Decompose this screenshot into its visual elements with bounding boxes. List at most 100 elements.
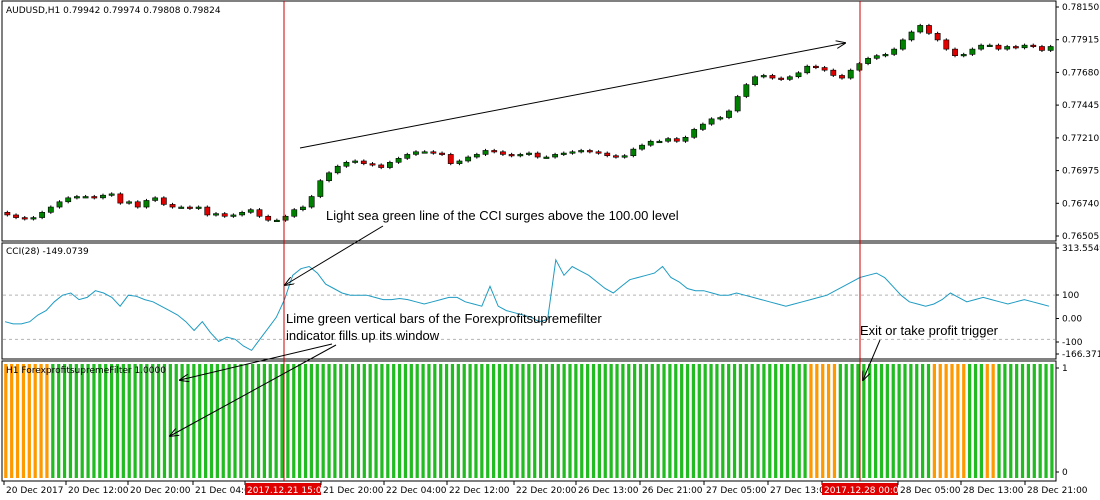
filter-bar [280, 364, 284, 478]
filter-bar [685, 364, 690, 478]
candle [621, 154, 628, 159]
filter-bar [580, 364, 584, 478]
filter-bar [397, 364, 402, 478]
filter-bar [233, 364, 237, 478]
filter-bar [873, 364, 878, 478]
filter-bar [662, 364, 666, 478]
annotation-filter-arrow-1 [180, 343, 333, 380]
candle [1030, 43, 1037, 49]
candle [526, 151, 532, 156]
filter-bar [750, 364, 754, 478]
candle [4, 210, 11, 217]
filter-bar [362, 364, 366, 478]
candle [265, 214, 272, 222]
filter-bar [568, 364, 572, 478]
candle [386, 160, 393, 170]
candle [630, 147, 637, 158]
candle [152, 196, 159, 203]
candle [108, 192, 115, 197]
filter-bar [315, 364, 319, 478]
candle [439, 151, 445, 156]
candle [91, 194, 98, 200]
filter-bar [145, 364, 149, 478]
filter-bar [674, 364, 678, 478]
filter-bar [821, 364, 825, 478]
candle [360, 159, 367, 166]
filter-bar [10, 364, 14, 478]
candle [665, 137, 672, 143]
filter-bar [774, 364, 778, 478]
filter-bar [221, 364, 225, 478]
filter-bar [879, 364, 884, 478]
candle [21, 215, 28, 221]
filter-bar [92, 364, 96, 478]
filter-bar [115, 364, 120, 478]
time-marker-label: 2017.12.28 00:00 [824, 486, 905, 496]
filter-bar [950, 364, 954, 478]
filter-bar [127, 364, 131, 478]
candle [995, 43, 1002, 51]
filter-bar [486, 364, 490, 478]
filter-bar [215, 364, 219, 478]
time-axis-tick: 20 Dec 12:00 [68, 486, 129, 496]
filter-bar [586, 364, 590, 478]
candle [82, 194, 89, 199]
filter-bar [709, 364, 713, 478]
annotation-cci-arrow [285, 225, 384, 285]
candle [873, 54, 880, 60]
candle [656, 139, 663, 144]
candle [291, 208, 298, 218]
filter-bar [926, 364, 931, 478]
candle [847, 68, 854, 80]
candle [552, 152, 558, 159]
price-axis-tick: 0.77445 [1062, 101, 1099, 111]
filter-bar [374, 364, 378, 478]
candle [500, 150, 506, 156]
filter-panel-header: H1 ForexprofitsupremeFilter 1.0000 [6, 366, 166, 376]
filter-bar [415, 364, 419, 478]
candle [178, 205, 185, 209]
filter-bar [15, 364, 20, 478]
candle [569, 150, 576, 155]
filter-bar [550, 364, 554, 478]
price-axis-tick: 0.77680 [1062, 68, 1099, 78]
candle [213, 212, 219, 217]
candle [308, 194, 315, 209]
filter-bar [1038, 364, 1042, 478]
candle [134, 200, 141, 209]
filter-bar [856, 364, 860, 478]
candle [508, 152, 515, 158]
filter-bar [192, 364, 196, 478]
candle [204, 205, 211, 217]
filter-bar [638, 364, 643, 478]
candle [169, 202, 176, 209]
filter-bar [779, 364, 784, 478]
filter-bar [427, 364, 431, 478]
candle [769, 73, 776, 80]
candle [1039, 44, 1045, 53]
filter-bar [239, 364, 243, 478]
filter-bar [991, 364, 995, 478]
candle [682, 135, 689, 143]
filter-bar [627, 364, 631, 478]
candle [465, 155, 472, 163]
candle [143, 198, 150, 209]
candle [560, 151, 567, 156]
candle [421, 150, 428, 154]
filter-bar [380, 364, 384, 478]
filter-bar [333, 364, 337, 478]
candle [691, 127, 698, 139]
candle [926, 23, 932, 35]
time-axis-tick: 28 Dec 13:00 [963, 486, 1024, 496]
filter-bar [1020, 364, 1025, 478]
candle [413, 150, 419, 156]
filter-bar [186, 364, 190, 478]
filter-bar [968, 364, 972, 478]
filter-bar [298, 364, 302, 478]
candle [352, 159, 359, 164]
candle [943, 38, 950, 51]
filter-bar [198, 364, 202, 478]
filter-bar [1003, 364, 1007, 478]
time-axis-tick: 27 Dec 13:00 [770, 486, 831, 496]
